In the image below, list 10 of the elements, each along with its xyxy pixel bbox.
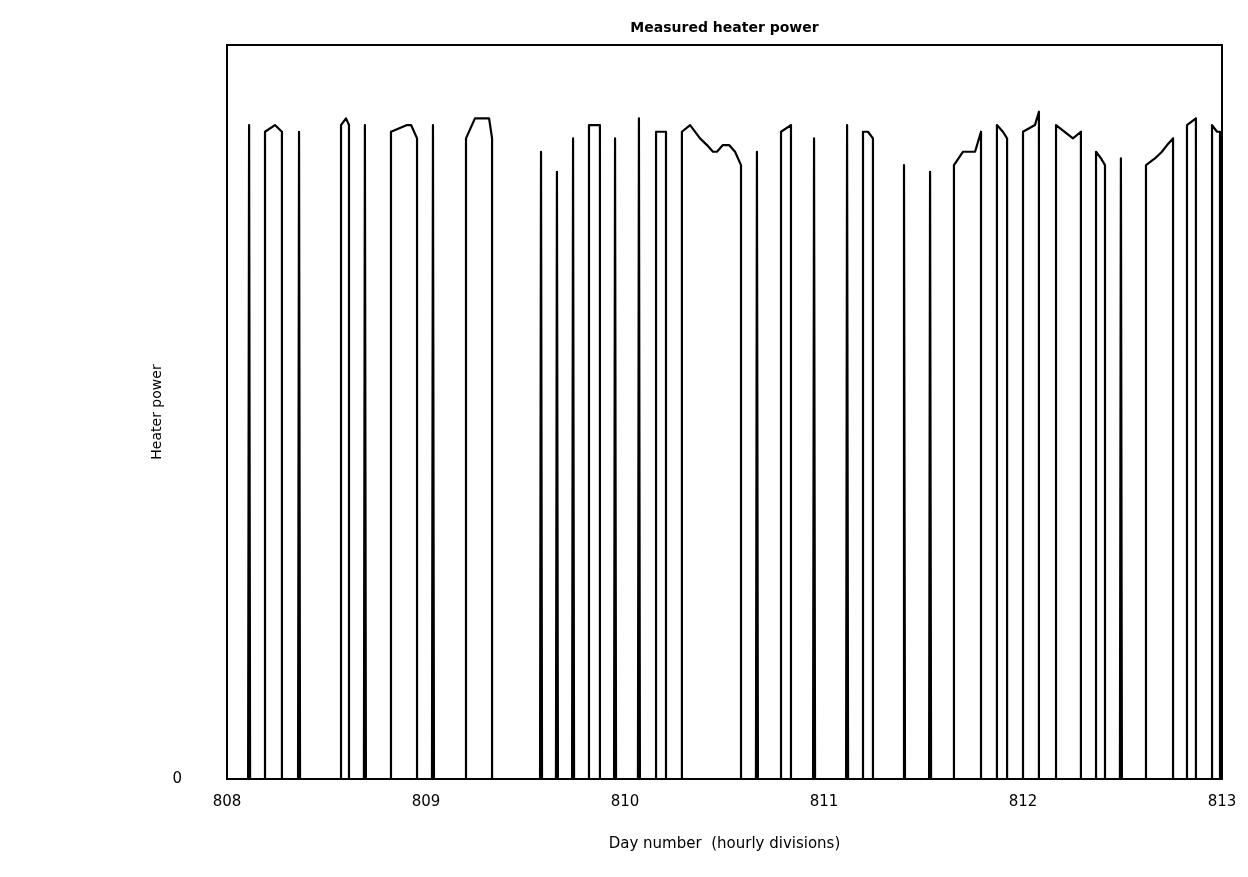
text: 0 <box>172 768 182 787</box>
x-tick-label: 808 <box>212 791 242 810</box>
y-axis-title: Heater power <box>147 364 164 460</box>
x-tick-label: 813 <box>1207 791 1237 810</box>
x-tick-label: 811 <box>809 791 839 810</box>
chart-title: Measured heater power <box>630 18 819 35</box>
x-tick-label: 809 <box>411 791 441 810</box>
x-tick-label: 812 <box>1008 791 1038 810</box>
x-axis-title: Day number (hourly divisions) <box>608 833 841 852</box>
x-tick-label: 810 <box>610 791 640 810</box>
